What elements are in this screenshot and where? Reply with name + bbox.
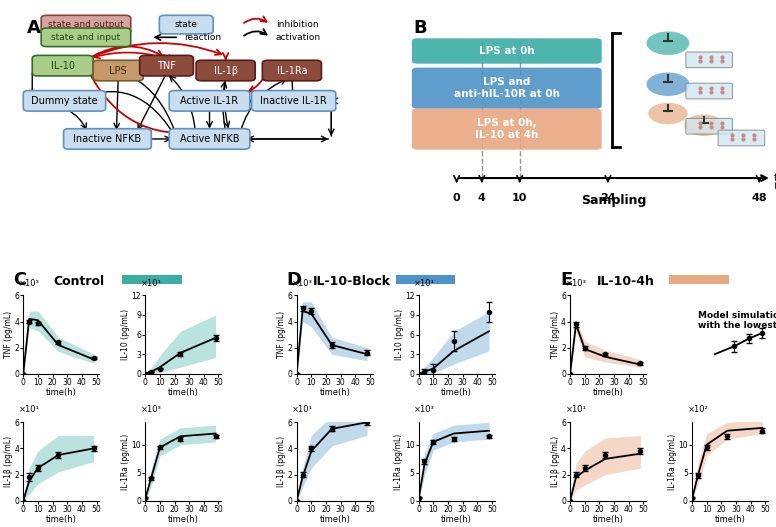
Text: state and input: state and input — [51, 33, 120, 42]
Y-axis label: IL-10 (pg/mL): IL-10 (pg/mL) — [394, 309, 404, 360]
X-axis label: time(h): time(h) — [442, 515, 472, 524]
Circle shape — [648, 103, 688, 124]
FancyBboxPatch shape — [686, 83, 733, 99]
FancyBboxPatch shape — [169, 129, 250, 149]
Text: 0: 0 — [453, 193, 460, 203]
X-axis label: time(h): time(h) — [168, 515, 199, 524]
Text: Sampling: Sampling — [581, 194, 647, 207]
Text: Dummy state: Dummy state — [31, 96, 98, 106]
X-axis label: time(h): time(h) — [593, 515, 624, 524]
Y-axis label: IL-1Ra (pg/mL): IL-1Ra (pg/mL) — [121, 433, 130, 490]
Text: 24: 24 — [600, 193, 615, 203]
Circle shape — [646, 32, 689, 55]
Y-axis label: TNF (pg/mL): TNF (pg/mL) — [551, 311, 559, 358]
Y-axis label: IL-1Ra (pg/mL): IL-1Ra (pg/mL) — [394, 433, 404, 490]
FancyBboxPatch shape — [93, 60, 144, 81]
Text: TNF: TNF — [157, 61, 176, 71]
Text: D: D — [287, 271, 302, 289]
Text: Control: Control — [54, 275, 104, 288]
Text: ×10³: ×10³ — [566, 279, 587, 288]
FancyBboxPatch shape — [669, 275, 729, 284]
Text: IL-10-Block: IL-10-Block — [314, 275, 391, 288]
X-axis label: time(h): time(h) — [442, 388, 472, 397]
Text: ×10³: ×10³ — [19, 279, 40, 288]
Text: ×10³: ×10³ — [292, 279, 313, 288]
FancyBboxPatch shape — [159, 15, 213, 34]
FancyBboxPatch shape — [41, 15, 130, 34]
Text: A: A — [27, 19, 40, 37]
FancyBboxPatch shape — [169, 91, 250, 111]
FancyBboxPatch shape — [64, 129, 151, 149]
Text: 10: 10 — [512, 193, 528, 203]
Text: state and output: state and output — [48, 20, 124, 29]
FancyBboxPatch shape — [718, 130, 764, 146]
Text: Inactive IL-1R: Inactive IL-1R — [260, 96, 327, 106]
Text: LPS: LPS — [109, 65, 127, 75]
Text: Active NFKB: Active NFKB — [180, 134, 239, 144]
FancyBboxPatch shape — [140, 55, 193, 76]
FancyBboxPatch shape — [196, 60, 255, 81]
Y-axis label: TNF (pg/mL): TNF (pg/mL) — [277, 311, 286, 358]
Text: Inactive NFKB: Inactive NFKB — [74, 134, 141, 144]
FancyBboxPatch shape — [41, 28, 130, 46]
Text: LPS and
anti-hIL-10R at 0h: LPS and anti-hIL-10R at 0h — [454, 77, 559, 99]
Text: B: B — [414, 19, 428, 37]
Y-axis label: IL-1β (pg/mL): IL-1β (pg/mL) — [277, 436, 286, 487]
Text: ×10¹: ×10¹ — [292, 405, 313, 414]
Circle shape — [646, 73, 689, 96]
X-axis label: time(h): time(h) — [320, 388, 350, 397]
FancyBboxPatch shape — [412, 67, 601, 109]
Y-axis label: IL-10 (pg/mL): IL-10 (pg/mL) — [121, 309, 130, 360]
Text: 48: 48 — [751, 193, 767, 203]
Text: IL-10-4h: IL-10-4h — [597, 275, 654, 288]
FancyBboxPatch shape — [686, 52, 733, 67]
X-axis label: time(h): time(h) — [168, 388, 199, 397]
FancyBboxPatch shape — [33, 55, 93, 76]
FancyBboxPatch shape — [251, 91, 336, 111]
X-axis label: time(h): time(h) — [320, 515, 350, 524]
Text: LPS at 0h,
IL-10 at 4h: LPS at 0h, IL-10 at 4h — [475, 119, 539, 140]
Y-axis label: IL-1β (pg/mL): IL-1β (pg/mL) — [551, 436, 559, 487]
Text: ×10¹: ×10¹ — [566, 405, 587, 414]
Text: reaction: reaction — [185, 33, 222, 42]
FancyBboxPatch shape — [23, 91, 106, 111]
Circle shape — [684, 114, 723, 136]
Y-axis label: IL-1β (pg/mL): IL-1β (pg/mL) — [4, 436, 13, 487]
X-axis label: time(h): time(h) — [715, 515, 746, 524]
Text: ×10³: ×10³ — [414, 405, 435, 414]
Text: Model simulation
with the lowest cost: Model simulation with the lowest cost — [698, 311, 776, 330]
Text: LPS at 0h: LPS at 0h — [479, 46, 535, 56]
FancyBboxPatch shape — [686, 119, 733, 134]
Text: ×10²: ×10² — [688, 405, 708, 414]
X-axis label: time(h): time(h) — [46, 515, 77, 524]
Text: 4: 4 — [478, 193, 486, 203]
FancyBboxPatch shape — [123, 275, 182, 284]
Text: ×10³: ×10³ — [140, 405, 161, 414]
Text: time: time — [774, 173, 776, 183]
Text: ×10¹: ×10¹ — [414, 279, 435, 288]
Text: ×10¹: ×10¹ — [19, 405, 40, 414]
FancyBboxPatch shape — [412, 109, 601, 150]
Y-axis label: TNF (pg/mL): TNF (pg/mL) — [4, 311, 13, 358]
FancyBboxPatch shape — [412, 38, 601, 64]
Text: C: C — [13, 271, 26, 289]
Text: IL-1β: IL-1β — [213, 65, 237, 75]
Text: IL-10: IL-10 — [50, 61, 74, 71]
FancyBboxPatch shape — [396, 275, 456, 284]
Text: IL-1Ra: IL-1Ra — [277, 65, 307, 75]
X-axis label: time(h): time(h) — [593, 388, 624, 397]
Text: (h): (h) — [774, 181, 776, 191]
Y-axis label: IL-1Ra (pg/mL): IL-1Ra (pg/mL) — [668, 433, 677, 490]
FancyBboxPatch shape — [262, 60, 321, 81]
Text: E: E — [560, 271, 573, 289]
Text: Active IL-1R: Active IL-1R — [181, 96, 238, 106]
Text: inhibition: inhibition — [275, 20, 318, 29]
Text: activation: activation — [275, 33, 321, 42]
Text: ×10¹: ×10¹ — [140, 279, 161, 288]
Text: state: state — [175, 20, 198, 29]
X-axis label: time(h): time(h) — [46, 388, 77, 397]
